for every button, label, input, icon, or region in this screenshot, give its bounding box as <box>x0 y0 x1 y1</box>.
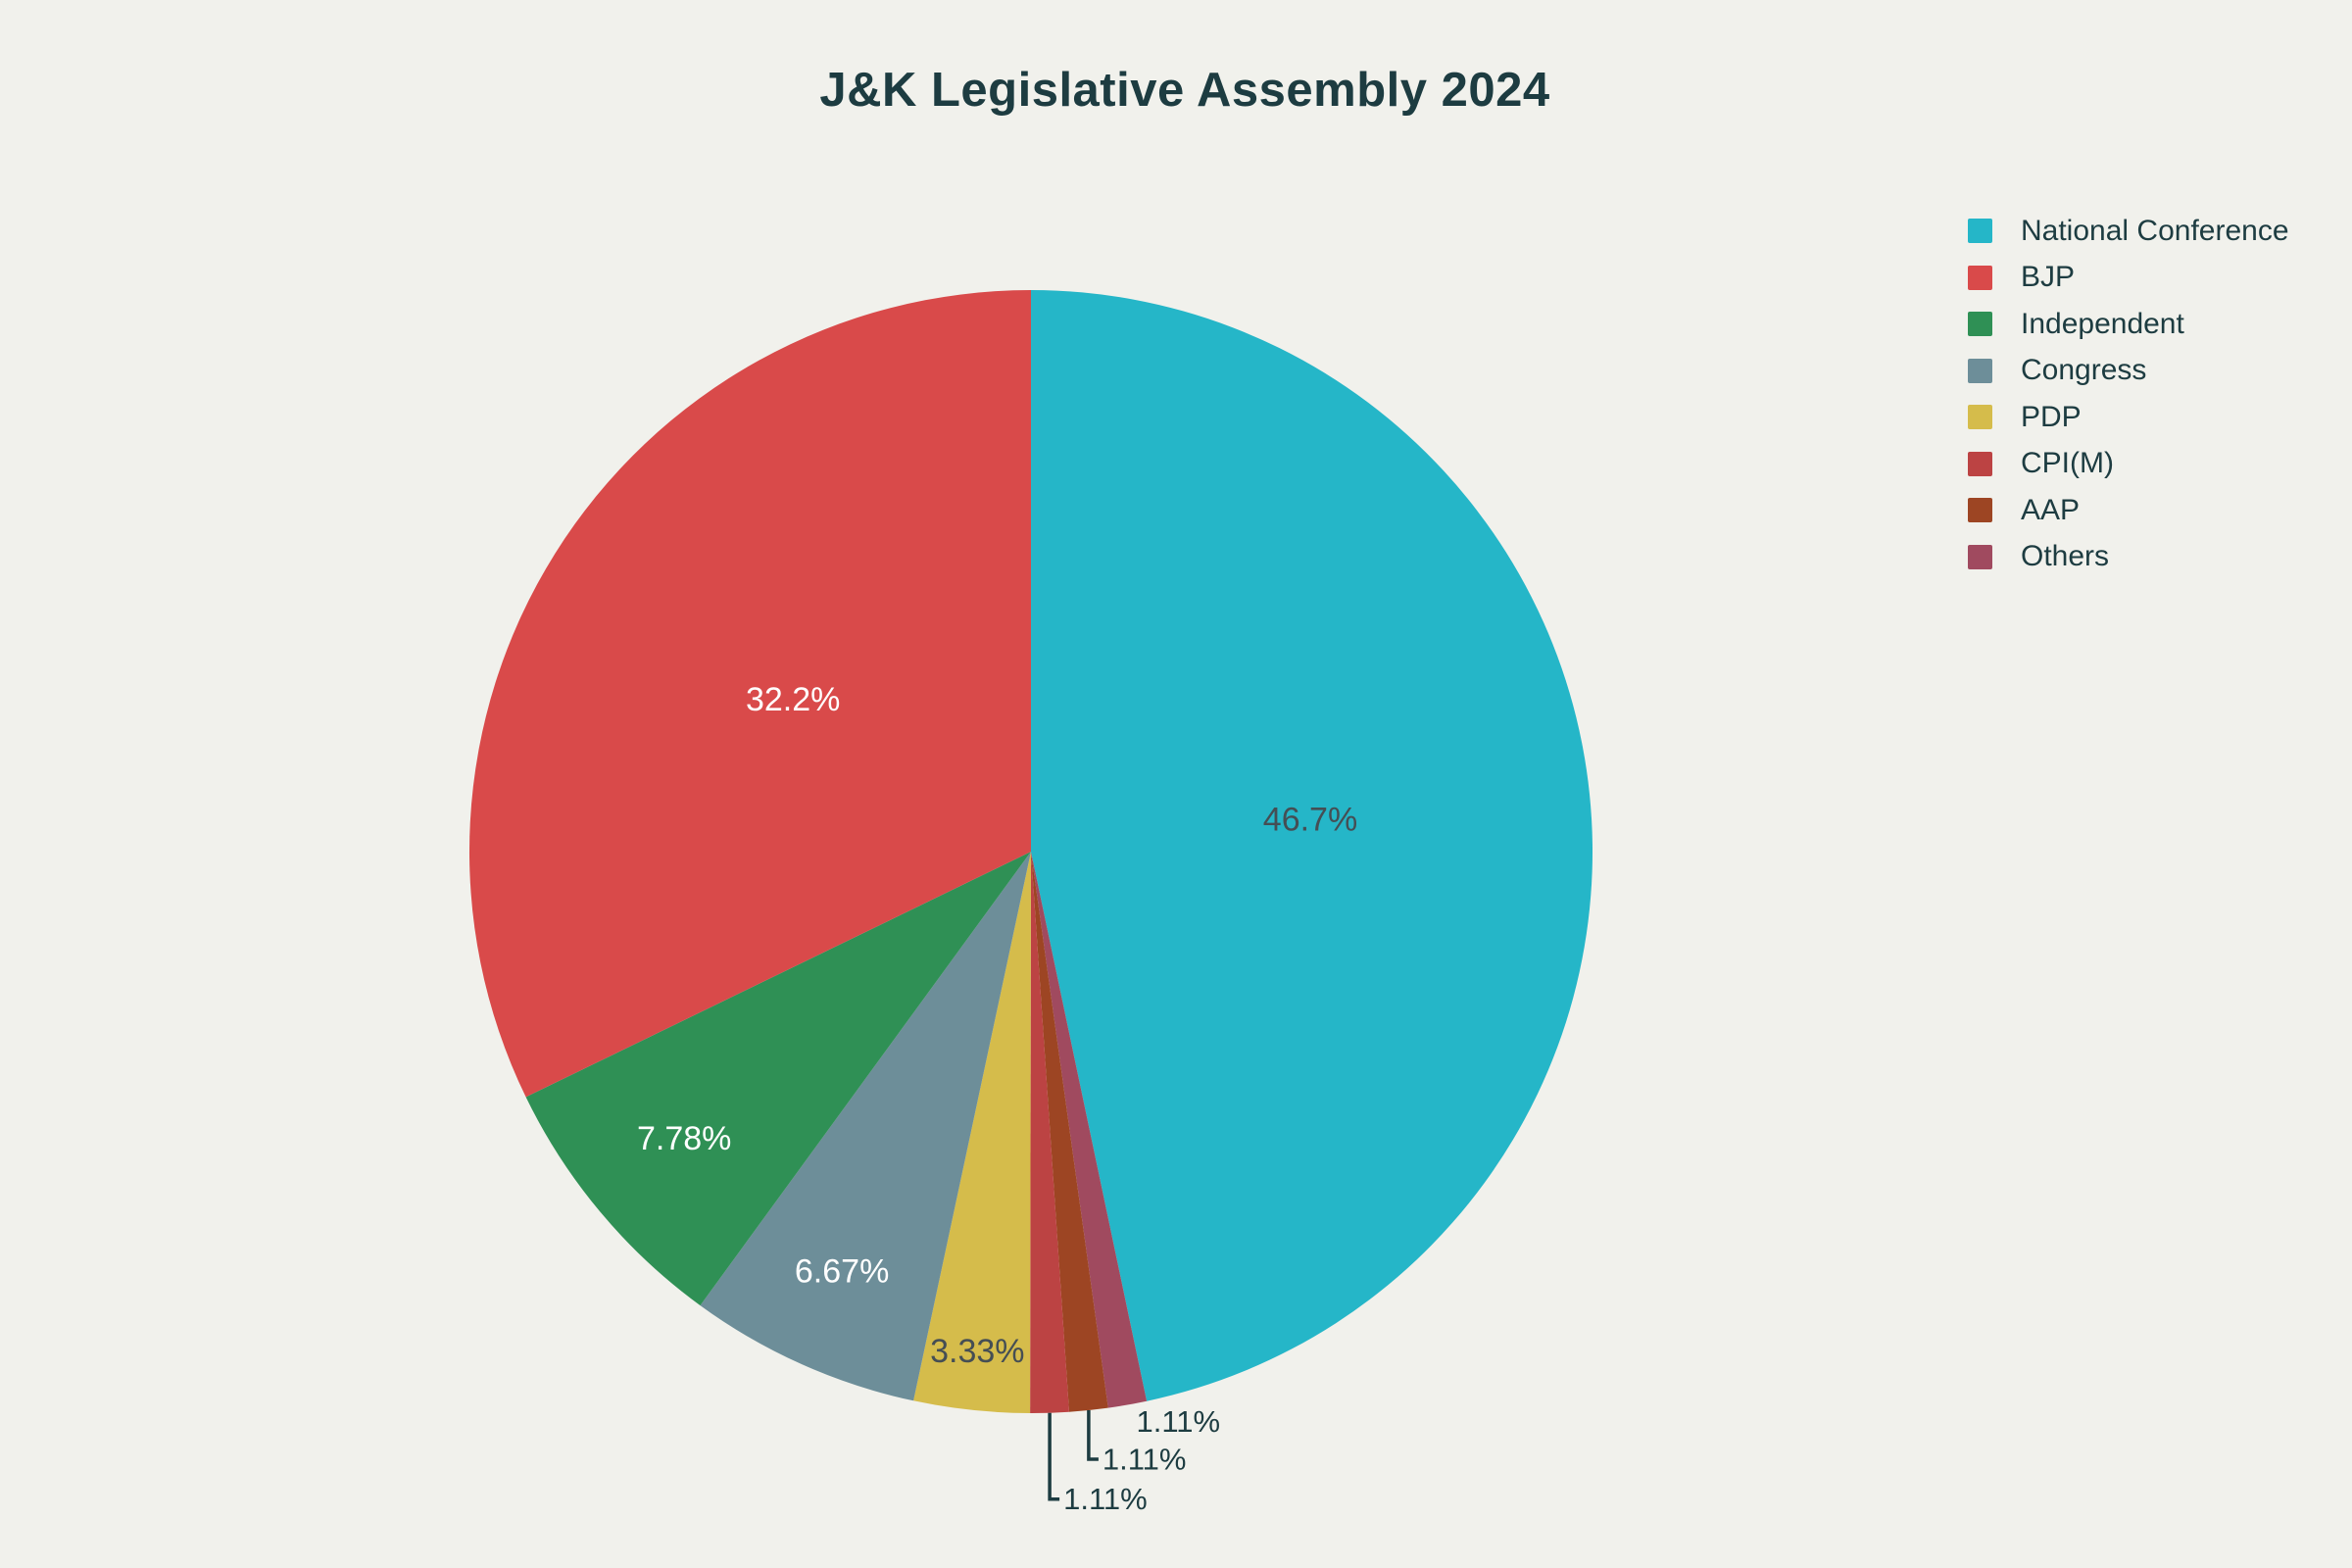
legend-item-congress[interactable]: Congress <box>1968 354 2289 386</box>
pie-slice-aap[interactable] <box>1031 852 1108 1412</box>
legend-label: AAP <box>2021 493 2081 526</box>
legend-label: National Conference <box>2021 214 2289 247</box>
legend-label: Congress <box>2021 354 2147 386</box>
pie-slice-pdp[interactable] <box>913 852 1031 1413</box>
pie-slice-others[interactable] <box>1031 852 1148 1408</box>
slice-percent-label: 1.11% <box>1102 1443 1187 1477</box>
pie-slice-national-conference[interactable] <box>1031 290 1593 1401</box>
pie-slice-independent[interactable] <box>525 852 1031 1306</box>
legend-item-cpi-m[interactable]: CPI(M) <box>1968 447 2289 479</box>
slice-percent-label: 32.2% <box>746 681 840 718</box>
legend-swatch <box>1968 544 1992 569</box>
legend-item-aap[interactable]: AAP <box>1968 493 2289 526</box>
label-leader-line <box>1087 1410 1099 1461</box>
slice-percent-label: 3.33% <box>930 1333 1024 1370</box>
chart-title: J&K Legislative Assembly 2024 <box>819 64 1550 117</box>
legend-swatch <box>1968 312 1992 336</box>
slice-percent-label: 1.11% <box>1137 1404 1221 1439</box>
legend-swatch <box>1968 219 1992 243</box>
legend-swatch <box>1968 498 1992 522</box>
slice-percent-label: 6.67% <box>795 1253 889 1291</box>
legend-swatch <box>1968 265 1992 290</box>
legend-label: CPI(M) <box>2021 447 2114 479</box>
legend-label: Others <box>2021 540 2110 572</box>
legend: National Conference BJP Independent Congres… <box>1968 214 2289 572</box>
slice-percent-label: 1.11% <box>1063 1482 1148 1516</box>
legend-swatch <box>1968 405 1992 429</box>
slice-percent-label: 46.7% <box>1263 801 1357 838</box>
pie-slice-bjp[interactable] <box>468 290 1031 1098</box>
slice-percent-label: 7.78% <box>637 1120 731 1157</box>
legend-swatch <box>1968 451 1992 476</box>
legend-label: BJP <box>2021 261 2076 293</box>
pie-slice-cpi-m[interactable] <box>1030 852 1069 1414</box>
label-leader-line <box>1048 1412 1060 1501</box>
legend-swatch <box>1968 358 1992 383</box>
legend-item-national-conference[interactable]: National Conference <box>1968 214 2289 247</box>
legend-item-pdp[interactable]: PDP <box>1968 400 2289 433</box>
legend-item-others[interactable]: Others <box>1968 540 2289 572</box>
legend-item-bjp[interactable]: BJP <box>1968 261 2289 293</box>
legend-label: Independent <box>2021 307 2184 340</box>
legend-label: PDP <box>2021 400 2082 433</box>
pie-slice-congress[interactable] <box>700 852 1032 1401</box>
legend-item-independent[interactable]: Independent <box>1968 307 2289 340</box>
